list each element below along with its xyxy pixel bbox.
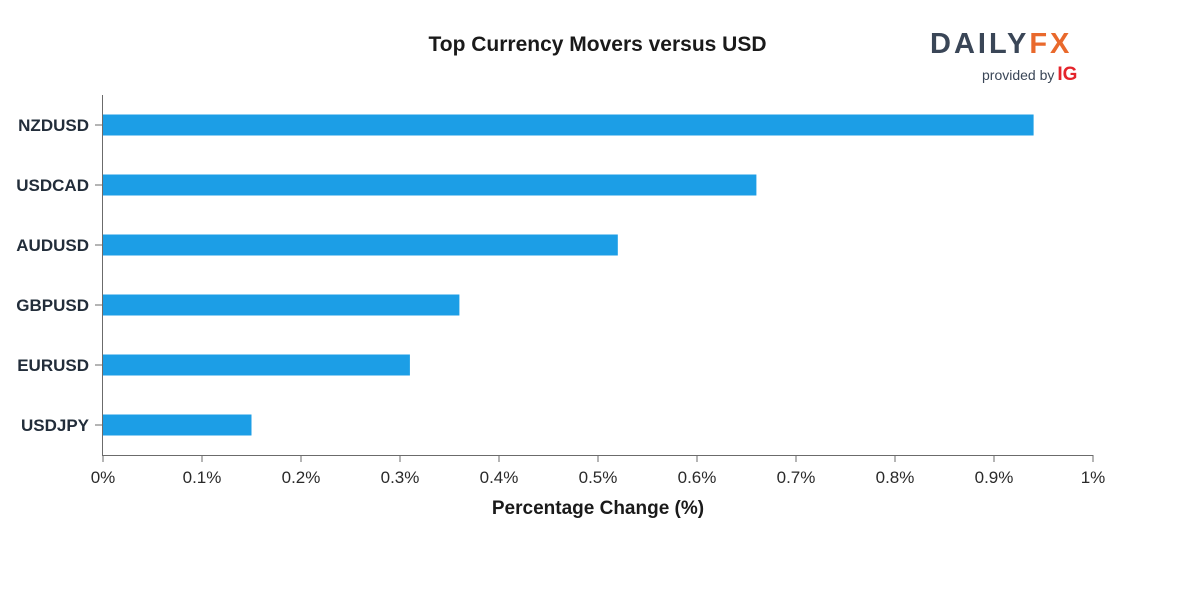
bars-group [103, 114, 1034, 436]
brand-provided-by: provided by IG [982, 64, 1077, 86]
x-tick-label: 0.2% [282, 468, 321, 487]
brand-wordmark: DAILYFX [930, 28, 1072, 61]
x-tick-label: 0.9% [975, 468, 1014, 487]
x-tick-label: 1% [1081, 468, 1106, 487]
y-tick-label: AUDUSD [16, 236, 89, 255]
dailyfx-logo: DAILYFX provided by IG [925, 28, 1095, 88]
ig-logo-text: IG [1057, 64, 1078, 85]
brand-daily-text: DAILY [930, 28, 1030, 60]
chart-title: Top Currency Movers versus USD [428, 33, 767, 56]
y-tick-label: USDCAD [16, 176, 89, 195]
x-axis: 0% 0.1% 0.2% 0.3% 0.4% 0.5% 0.6% 0.7% 0.8% 0.9% 1% [91, 455, 1106, 487]
x-tick-label: 0.7% [777, 468, 816, 487]
bar-usdcad [103, 174, 757, 196]
bar-audusd [103, 234, 618, 256]
y-tick-label: NZDUSD [18, 116, 89, 135]
x-tick-label: 0.8% [876, 468, 915, 487]
brand-fx-text: FX [1029, 28, 1073, 60]
y-tick-label: EURUSD [17, 356, 89, 375]
x-tick-label: 0% [91, 468, 116, 487]
bar-gbpusd [103, 294, 460, 316]
bar-nzdusd [103, 114, 1034, 136]
bar-usdjpy [103, 414, 252, 436]
x-tick-label: 0.6% [678, 468, 717, 487]
y-tick-label: GBPUSD [16, 296, 89, 315]
y-axis: NZDUSD USDCAD AUDUSD GBPUSD EURUSD USDJPY [16, 95, 103, 455]
y-tick-label: USDJPY [21, 416, 90, 435]
bar-eurusd [103, 354, 410, 376]
x-axis-title: Percentage Change (%) [492, 498, 704, 519]
x-tick-label: 0.4% [480, 468, 519, 487]
provided-by-text: provided by [982, 67, 1055, 83]
x-tick-label: 0.1% [183, 468, 222, 487]
x-tick-label: 0.5% [579, 468, 618, 487]
x-tick-label: 0.3% [381, 468, 420, 487]
